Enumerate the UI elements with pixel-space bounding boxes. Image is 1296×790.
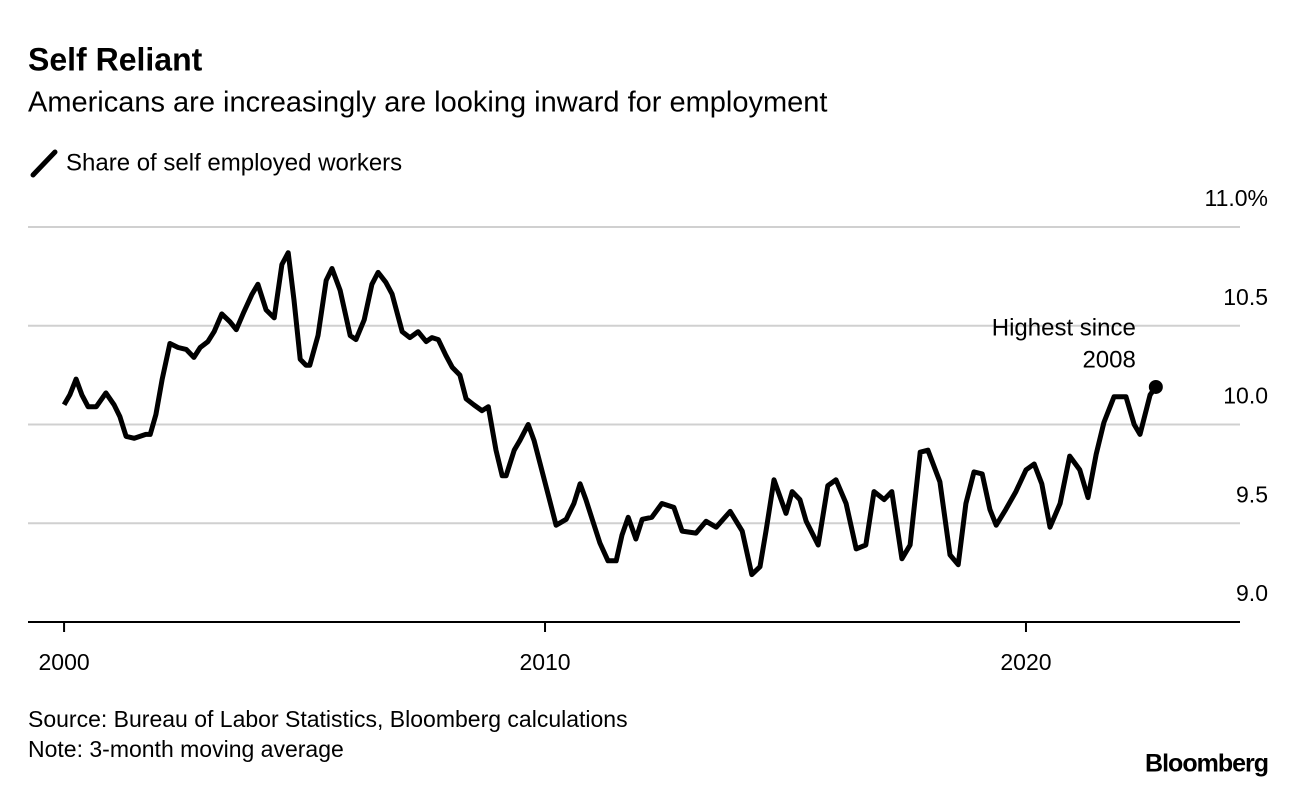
series-line [61,250,1158,578]
brand-logo: Bloomberg [1145,750,1268,778]
y-tick-label: 10.0 [1223,383,1268,409]
chart-title: Self Reliant [28,41,203,77]
x-tick-label: 2010 [519,649,570,675]
annotation: 2008 [1082,346,1135,373]
chart-subtitle: Americans are increasingly are looking i… [28,87,827,119]
highlight-dot [1148,379,1163,394]
y-tick-label: 11.0% [1204,185,1268,211]
legend-label: Share of self employed workers [66,149,402,176]
y-tick-label: 10.5 [1223,284,1268,310]
y-tick-label: 9.5 [1236,481,1268,507]
legend-swatch [30,149,58,178]
y-tick-label: 9.0 [1236,580,1268,606]
x-tick-label: 2020 [1000,649,1051,675]
source: Source: Bureau of Labor Statistics, Bloo… [28,706,628,732]
annotation: Highest since [992,314,1136,341]
note: Note: 3-month moving average [28,736,344,762]
x-tick-label: 2000 [38,649,89,675]
